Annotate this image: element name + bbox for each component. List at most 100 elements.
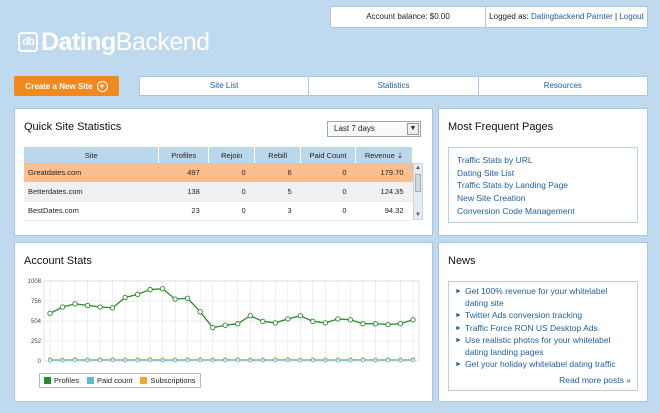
y-tick-label: 252	[31, 339, 42, 345]
col-site[interactable]: Site	[24, 147, 160, 163]
legend-label-subscriptions: Subscriptions	[150, 376, 196, 385]
data-point-paid-count	[360, 358, 365, 363]
logo-mark-icon: db	[18, 32, 38, 52]
data-point-paid-count	[148, 357, 153, 363]
datingbackend-logo[interactable]: db Dating Backend	[18, 28, 210, 56]
y-tick-label: 1008	[28, 279, 42, 285]
cell-revenue: 94.32	[355, 201, 413, 221]
news-list: ► Get 100% revenue for your whitelabel da…	[448, 281, 638, 391]
news-item-text: Use realistic photos for your whitelabel…	[465, 335, 611, 357]
data-point-paid-count	[310, 358, 315, 363]
data-point-paid-count	[135, 358, 140, 363]
data-point-profiles	[72, 301, 78, 307]
legend-swatch-profiles	[44, 377, 51, 384]
tab-site-list[interactable]: Site List	[139, 76, 310, 96]
period-select-value: Last 7 days	[334, 124, 375, 133]
data-point-paid-count	[385, 358, 391, 363]
link-dating-site-list[interactable]: Dating Site List	[457, 167, 515, 178]
data-point-paid-count	[110, 358, 115, 363]
data-point-profiles	[197, 309, 203, 315]
data-point-profiles	[260, 318, 266, 324]
chevron-down-icon[interactable]: ▼	[407, 123, 419, 135]
create-new-site-button[interactable]: Create a New Site +	[14, 76, 119, 96]
user-name-link[interactable]: Datingbackend Parnter	[530, 12, 613, 21]
y-tick-label: 756	[31, 299, 42, 305]
top-account-bar: Account balance: $0.00 Logged as: Dating…	[330, 6, 648, 28]
site-stats-table: Site Profiles Rejoin Rebill Paid Count R…	[24, 147, 413, 221]
data-point-paid-count	[323, 358, 328, 363]
data-point-profiles	[147, 286, 153, 293]
cell-paid-count: 0	[300, 201, 356, 221]
data-point-paid-count	[98, 358, 103, 363]
link-traffic-stats-by-landing-page[interactable]: Traffic Stats by Landing Page	[457, 180, 569, 191]
data-point-profiles	[397, 321, 404, 327]
data-point-profiles	[372, 321, 379, 327]
col-profiles[interactable]: Profiles	[158, 147, 210, 163]
table-scrollbar[interactable]: ▲ ▼	[413, 163, 423, 220]
data-point-paid-count	[210, 358, 215, 363]
data-point-paid-count	[160, 358, 165, 363]
news-item-text: Get your holiday whitelabel dating traff…	[465, 359, 616, 369]
scrollbar-thumb[interactable]	[415, 174, 421, 192]
data-point-paid-count	[85, 358, 90, 363]
bullet-arrow-icon: ►	[455, 312, 462, 319]
data-point-paid-count	[273, 358, 278, 363]
data-point-paid-count	[198, 358, 203, 363]
table-row[interactable]: Betterdates.com 138 0 5 0 124.35	[24, 182, 413, 202]
data-point-profiles	[285, 316, 291, 322]
data-point-profiles	[322, 320, 329, 326]
bullet-arrow-icon: ►	[455, 361, 462, 368]
data-point-profiles	[310, 318, 316, 324]
data-point-profiles	[97, 304, 103, 310]
scroll-up-icon[interactable]: ▲	[415, 165, 421, 171]
news-item[interactable]: ► Traffic Force RON US Desktop Ads	[455, 323, 631, 335]
data-point-profiles	[122, 294, 128, 301]
data-point-paid-count	[298, 358, 303, 363]
link-new-site-creation[interactable]: New Site Creation	[457, 193, 526, 204]
legend-item-profiles[interactable]: Profiles	[44, 376, 79, 385]
account-balance: Account balance: $0.00	[330, 6, 486, 28]
period-select[interactable]: Last 7 days ▼	[327, 121, 421, 137]
col-paid-count[interactable]: Paid Count	[300, 147, 357, 163]
cell-rejoin: 0	[208, 182, 255, 202]
scroll-down-icon[interactable]: ▼	[415, 212, 421, 218]
data-point-profiles	[109, 305, 116, 311]
data-point-paid-count	[47, 358, 53, 363]
read-more-posts-link[interactable]: Read more posts »	[559, 375, 631, 386]
news-item[interactable]: ► Use realistic photos for your whitelabe…	[455, 335, 631, 358]
tab-statistics[interactable]: Statistics	[309, 76, 479, 96]
data-point-profiles	[247, 313, 253, 319]
col-rejoin[interactable]: Rejoin	[208, 147, 256, 163]
data-point-paid-count	[348, 358, 353, 363]
col-revenue[interactable]: Revenue ⇣	[355, 147, 413, 163]
legend-swatch-subscriptions	[140, 377, 148, 384]
link-traffic-stats-by-url[interactable]: Traffic Stats by URL	[457, 155, 533, 165]
quick-site-statistics-panel: Quick Site Statistics Last 7 days ▼ Site…	[14, 108, 433, 236]
news-item[interactable]: ► Twitter Ads conversion tracking	[455, 310, 631, 322]
data-point-paid-count	[72, 357, 78, 363]
logo-text-dating: Dating	[41, 27, 116, 56]
legend-item-paid-count[interactable]: Paid count	[87, 376, 132, 385]
chart-legend: Profiles Paid count Subscriptions	[39, 373, 201, 388]
data-point-profiles	[47, 310, 53, 317]
col-rebill[interactable]: Rebill	[254, 147, 302, 163]
news-item[interactable]: ► Get 100% revenue for your whitelabel da…	[455, 286, 631, 309]
cell-site: Greatdates.com	[24, 163, 159, 183]
data-point-paid-count	[60, 358, 65, 363]
news-item[interactable]: ► Get your holiday whitelabel dating traf…	[455, 359, 631, 371]
y-tick-label: 504	[31, 319, 42, 325]
news-panel: News ► Get 100% revenue for your whitelab…	[438, 242, 648, 402]
link-conversion-code-management[interactable]: Conversion Code Management	[457, 205, 575, 216]
cell-site: BestDates.com	[24, 201, 159, 221]
frequent-pages-title: Most Frequent Pages	[448, 121, 554, 133]
legend-item-subscriptions[interactable]: Subscriptions	[140, 376, 196, 385]
bullet-arrow-icon: ►	[455, 288, 462, 295]
table-row[interactable]: Greatdates.com 497 0 6 0 179.70	[24, 163, 413, 183]
cell-revenue: 179.70	[355, 163, 413, 183]
data-point-profiles	[134, 291, 141, 297]
logout-link[interactable]: Logout	[619, 12, 644, 21]
cell-paid-count: 0	[300, 163, 356, 183]
tab-resources[interactable]: Resources	[478, 76, 648, 96]
data-point-paid-count	[398, 358, 403, 363]
table-row[interactable]: BestDates.com 23 0 3 0 94.32	[24, 201, 413, 221]
